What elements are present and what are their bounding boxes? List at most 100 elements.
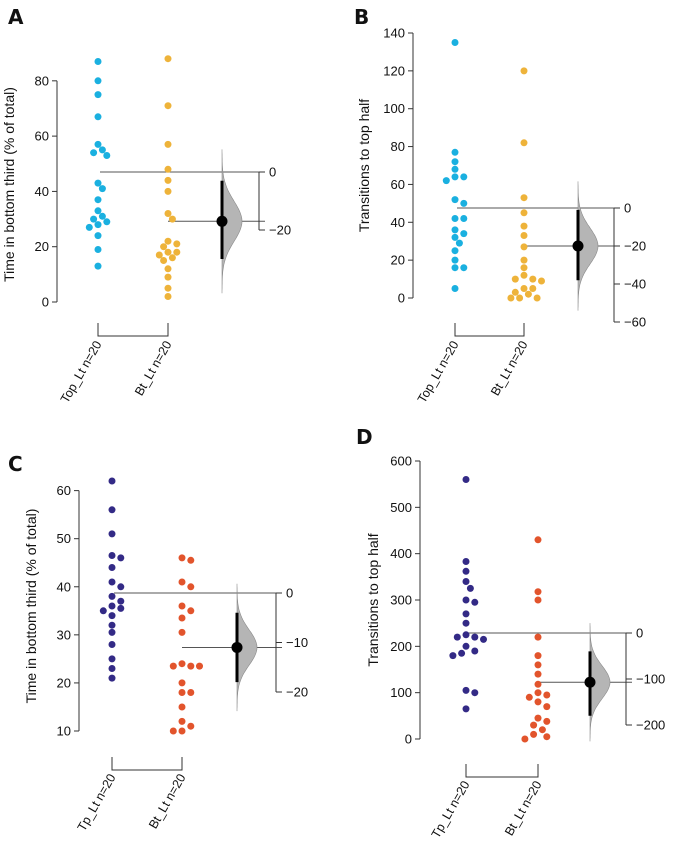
y-tick-label: 20: [391, 253, 405, 268]
data-point: [534, 588, 542, 596]
y-tick-label: 500: [390, 500, 412, 515]
y-tick-label: 0: [405, 732, 412, 747]
data-point: [525, 693, 533, 701]
category-label: Bt_Lt n=20: [502, 778, 545, 838]
panel-d: D 0 100 200 300 400 500 600 Transitions to top h…: [356, 425, 665, 841]
diff-tick-label: 0: [636, 626, 643, 641]
data-point: [108, 665, 116, 672]
data-point: [94, 262, 102, 270]
data-point: [187, 689, 195, 696]
data-point: [108, 674, 116, 682]
data-point: [520, 209, 528, 217]
data-point: [471, 647, 479, 655]
data-point: [529, 275, 537, 283]
category-bracket: [454, 323, 525, 337]
data-point: [178, 717, 186, 725]
data-point: [108, 592, 116, 600]
data-point: [168, 215, 176, 223]
data-point: [451, 158, 459, 166]
data-point: [108, 530, 116, 538]
data-point: [451, 215, 459, 222]
mean-difference-dot: [584, 676, 596, 688]
diff-tick-label: −60: [624, 315, 646, 330]
y-tick-label: 50: [57, 531, 71, 546]
data-point: [471, 598, 479, 606]
y-tick-label: 100: [383, 101, 405, 116]
data-point: [462, 610, 470, 618]
data-point: [521, 735, 529, 743]
data-point: [534, 596, 542, 604]
data-point: [117, 597, 125, 605]
data-point: [511, 288, 519, 296]
data-point: [178, 578, 186, 586]
diff-tick-label: −40: [624, 277, 646, 292]
data-point: [94, 232, 102, 240]
diff-tick-label: 0: [286, 586, 293, 601]
y-tick-label: 80: [35, 73, 49, 88]
data-point: [178, 660, 186, 668]
data-point: [108, 506, 116, 514]
diff-tick-label: −20: [624, 239, 646, 254]
data-point: [529, 285, 537, 292]
mean-difference-dot: [231, 641, 243, 653]
data-point: [520, 285, 528, 292]
data-point: [173, 248, 181, 256]
data-point: [530, 730, 538, 738]
bootstrap-distribution: [577, 181, 599, 311]
data-point: [178, 614, 186, 622]
data-point: [164, 187, 172, 195]
data-point: [520, 222, 528, 230]
y-tick-label: 300: [390, 593, 412, 608]
data-point: [533, 294, 541, 302]
data-point: [462, 705, 470, 713]
data-point: [98, 185, 106, 193]
data-point: [117, 583, 125, 591]
data-point: [534, 689, 542, 697]
data-point: [94, 113, 102, 121]
data-point: [511, 275, 519, 283]
data-point: [534, 661, 542, 669]
data-point: [534, 698, 542, 706]
data-point: [108, 612, 116, 620]
data-point: [187, 556, 195, 564]
data-point: [451, 285, 459, 292]
data-point: [108, 578, 116, 586]
data-point: [178, 689, 186, 696]
data-point: [90, 149, 98, 157]
y-axis-title: Time in bottom third (% of total): [23, 509, 39, 704]
data-point: [520, 232, 528, 239]
data-point: [178, 727, 186, 735]
data-point: [471, 633, 479, 641]
data-point: [94, 246, 102, 253]
y-tick-label: 60: [391, 177, 405, 192]
data-point: [534, 670, 542, 678]
bootstrap-distribution: [589, 623, 611, 742]
y-tick-label: 0: [398, 291, 405, 306]
data-point: [543, 691, 551, 699]
data-point: [168, 254, 176, 262]
data-point: [520, 243, 528, 251]
category-label: Top_Lt n=20: [415, 338, 462, 405]
data-point: [108, 602, 116, 610]
data-point: [164, 293, 172, 300]
data-point: [164, 237, 172, 245]
data-point: [164, 176, 172, 184]
data-point: [530, 721, 538, 729]
bootstrap-distribution: [236, 583, 258, 712]
data-point: [164, 248, 172, 256]
data-point: [164, 102, 172, 110]
data-point: [538, 277, 545, 285]
panel-letter: D: [356, 425, 373, 449]
panel-c: C 10 20 30 40 50 60 Time in bottom third (% of …: [8, 452, 308, 834]
data-point: [164, 273, 172, 281]
category-bracket: [111, 757, 183, 771]
data-point: [178, 628, 186, 636]
y-tick-label: 20: [57, 675, 71, 690]
data-point: [507, 294, 515, 302]
data-point: [108, 552, 116, 559]
data-point: [534, 652, 542, 660]
y-tick-label: 10: [57, 724, 71, 739]
data-point: [466, 584, 474, 592]
data-point: [90, 215, 98, 223]
data-point: [108, 477, 116, 485]
